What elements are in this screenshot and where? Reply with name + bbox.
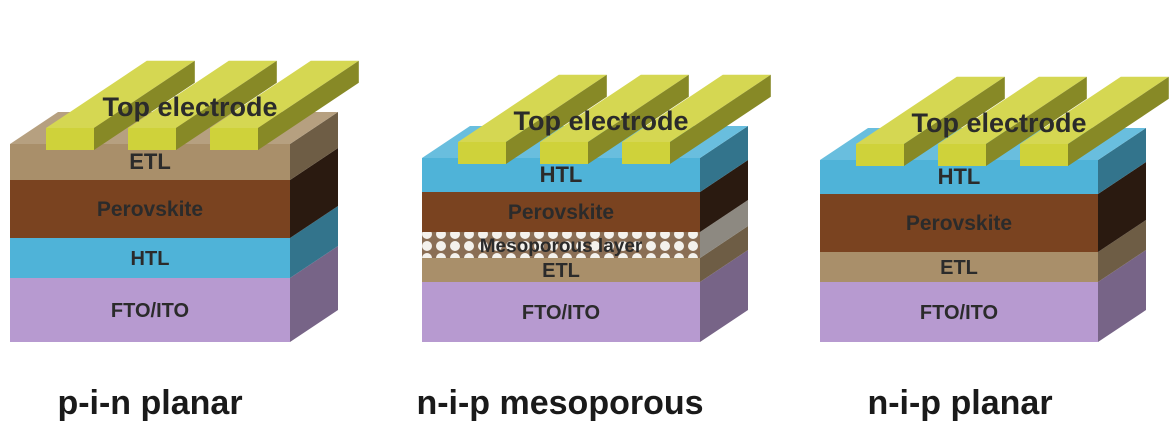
electrode-bar-front	[458, 142, 506, 164]
layer-label-fto: FTO/ITO	[522, 302, 600, 324]
device-1: FTO/ITO HTL Perovskite ETL Top electrode p-i-…	[10, 60, 359, 422]
layer-label-perovskite: Perovskite	[906, 212, 1012, 235]
top-electrode	[458, 74, 771, 164]
layer-side-face	[1098, 250, 1146, 342]
layer-label-htl: HTL	[540, 162, 583, 187]
device-3: FTO/ITO ETL Perovskite HTL Top electrode n-i-…	[820, 76, 1169, 422]
electrode-bar-front	[128, 128, 176, 150]
layer-mesoporous: Mesoporous layer	[422, 200, 748, 258]
layer-label-fto: FTO/ITO	[111, 300, 189, 322]
electrode-bar-top	[210, 60, 359, 128]
electrode-bar-side	[176, 60, 277, 150]
electrode-bar-front	[1020, 144, 1068, 166]
layer-front-face	[422, 192, 700, 232]
layer-label-htl: HTL	[938, 164, 981, 189]
layer-front-face	[422, 232, 700, 258]
layer-fto: FTO/ITO	[10, 246, 338, 342]
layer-perovskite: Perovskite	[10, 148, 338, 238]
electrode-bar-front	[622, 142, 670, 164]
electrode-bar-side	[986, 76, 1087, 166]
layer-label-perovskite: Perovskite	[508, 201, 614, 224]
electrode-bar-top	[458, 74, 607, 142]
layer-perovskite: Perovskite	[820, 162, 1146, 252]
layer-front-face	[820, 252, 1098, 282]
layer-etl: ETL	[422, 226, 748, 282]
device-caption: n-i-p mesoporous	[416, 384, 703, 422]
top-electrode	[856, 76, 1169, 166]
layer-front-face	[10, 180, 290, 238]
layer-label-etl: ETL	[940, 257, 978, 279]
top-electrode-label: Top electrode	[911, 108, 1086, 138]
layer-label-mesoporous: Mesoporous layer	[480, 236, 643, 257]
top-electrode	[46, 60, 359, 150]
layer-label-perovskite: Perovskite	[97, 198, 203, 221]
layer-side-face	[700, 160, 748, 232]
layer-side-face	[700, 126, 748, 192]
layer-side-face	[1098, 162, 1146, 252]
electrode-bar-front	[856, 144, 904, 166]
top-electrode-label: Top electrode	[513, 106, 688, 136]
device-2: FTO/ITO ETL Mesoporous layer Perovskite HTL T…	[416, 74, 771, 422]
layer-front-face	[820, 194, 1098, 252]
layer-side-face	[700, 250, 748, 342]
electrode-bar-top	[46, 60, 195, 128]
layer-side-face	[1098, 220, 1146, 282]
layer-front-face	[10, 238, 290, 278]
electrode-bar-front	[210, 128, 258, 150]
layer-label-etl: ETL	[542, 260, 580, 282]
electrode-bar-side	[1068, 76, 1169, 166]
layer-fto: FTO/ITO	[820, 250, 1146, 342]
electrode-bar-top	[128, 60, 277, 128]
layer-fto: FTO/ITO	[422, 250, 748, 342]
device-caption: n-i-p planar	[867, 384, 1052, 422]
electrode-bar-side	[94, 60, 195, 150]
electrode-bar-top	[856, 76, 1005, 144]
layer-front-face	[422, 258, 700, 282]
electrode-bar-side	[506, 74, 607, 164]
electrode-bar-front	[540, 142, 588, 164]
layer-side-face	[290, 206, 338, 278]
electrode-bar-side	[258, 60, 359, 150]
layer-label-fto: FTO/ITO	[920, 302, 998, 324]
device-caption: p-i-n planar	[57, 384, 242, 422]
layer-label-etl: ETL	[129, 149, 171, 174]
layer-side-face	[1098, 128, 1146, 194]
electrode-bar-side	[588, 74, 689, 164]
electrode-bar-side	[904, 76, 1005, 166]
top-electrode-label: Top electrode	[102, 92, 277, 122]
electrode-bar-top	[622, 74, 771, 142]
electrode-bar-top	[1020, 76, 1169, 144]
layer-side-face	[700, 226, 748, 282]
layer-side-face	[290, 148, 338, 238]
layer-front-face	[10, 278, 290, 342]
layer-label-htl: HTL	[131, 248, 170, 270]
layer-perovskite: Perovskite	[422, 160, 748, 232]
electrode-bar-top	[938, 76, 1087, 144]
layer-side-face	[700, 200, 748, 258]
electrode-bar-side	[670, 74, 771, 164]
layer-front-face	[820, 282, 1098, 342]
electrode-bar-front	[938, 144, 986, 166]
layer-htl: HTL	[10, 206, 338, 278]
layer-front-face	[422, 282, 700, 342]
layer-side-face	[290, 112, 338, 180]
electrode-bar-front	[46, 128, 94, 150]
layer-etl: ETL	[820, 220, 1146, 282]
electrode-bar-top	[540, 74, 689, 142]
